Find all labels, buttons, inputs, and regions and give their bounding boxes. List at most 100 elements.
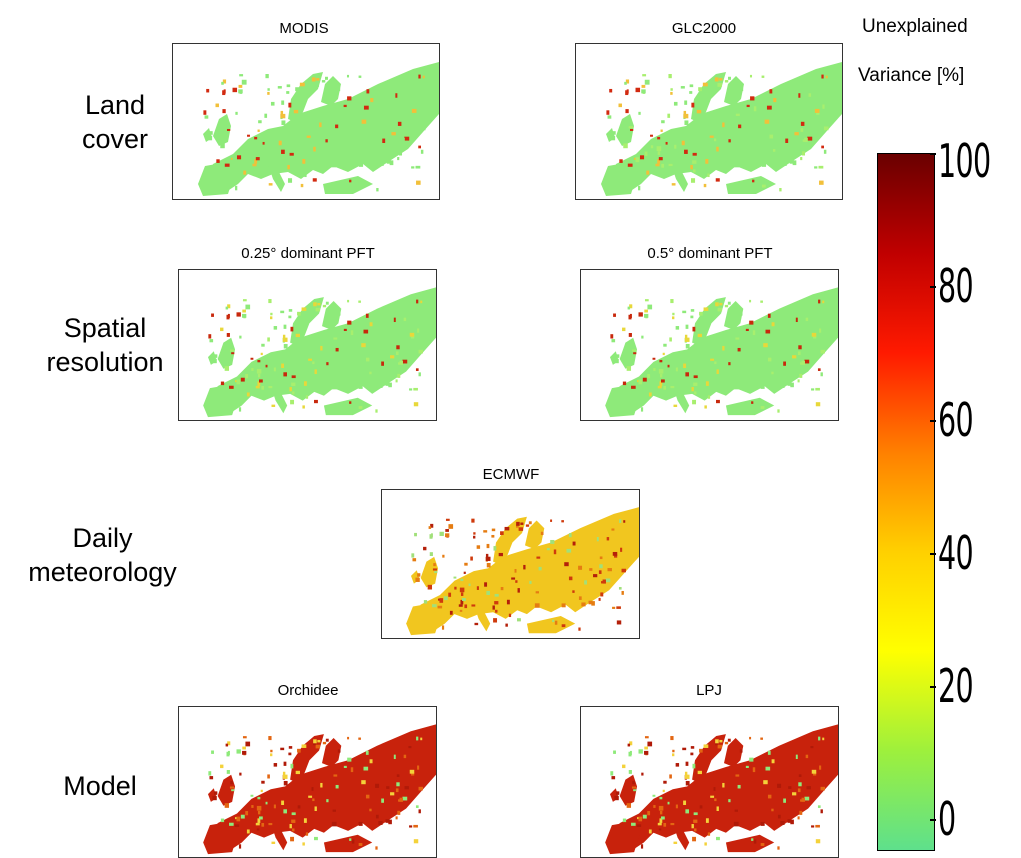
grid-cell bbox=[795, 754, 798, 760]
grid-cell bbox=[395, 816, 398, 820]
grid-cell bbox=[349, 179, 352, 183]
grid-cell bbox=[402, 796, 408, 801]
grid-cell bbox=[734, 162, 740, 168]
grid-cell bbox=[358, 821, 363, 826]
grid-cell bbox=[230, 344, 233, 348]
grid-cell bbox=[683, 110, 687, 116]
grid-cell bbox=[491, 534, 495, 538]
grid-cell bbox=[242, 746, 246, 750]
grid-cell bbox=[589, 568, 593, 571]
grid-cell bbox=[271, 144, 274, 149]
grid-cell bbox=[493, 618, 498, 623]
grid-cell bbox=[313, 146, 316, 152]
grid-cell bbox=[505, 623, 508, 627]
grid-cell bbox=[297, 368, 301, 372]
grid-cell bbox=[257, 818, 261, 823]
grid-cell bbox=[420, 300, 423, 304]
grid-cell bbox=[358, 75, 362, 78]
grid-cell bbox=[777, 783, 782, 788]
europe-map-shape bbox=[605, 724, 838, 855]
grid-cell bbox=[568, 576, 573, 581]
grid-cell bbox=[787, 382, 792, 386]
grid-cell bbox=[588, 600, 593, 605]
grid-cell bbox=[317, 302, 321, 306]
grid-cell bbox=[283, 780, 288, 786]
grid-cell bbox=[568, 533, 572, 538]
grid-cell bbox=[288, 309, 293, 312]
grid-cell bbox=[692, 160, 697, 164]
grid-cell bbox=[337, 312, 341, 316]
land-region bbox=[323, 834, 373, 853]
grid-cell bbox=[423, 600, 428, 604]
grid-cell bbox=[234, 824, 240, 828]
grid-cell bbox=[413, 824, 418, 828]
grid-cell bbox=[288, 752, 292, 756]
grid-cell bbox=[295, 333, 300, 338]
grid-cell bbox=[734, 809, 738, 812]
grid-cell bbox=[391, 132, 396, 136]
grid-cell bbox=[257, 373, 261, 378]
grid-cell bbox=[411, 553, 415, 558]
grid-cell bbox=[685, 343, 690, 349]
grid-cell bbox=[640, 844, 644, 849]
grid-cell bbox=[395, 379, 398, 383]
grid-cell bbox=[378, 383, 383, 388]
grid-cell bbox=[622, 818, 627, 823]
land-region bbox=[725, 397, 775, 416]
grid-cell bbox=[449, 610, 453, 615]
map-ecmwf bbox=[381, 489, 640, 639]
row-label-spatial-resolution: Spatial resolution bbox=[35, 311, 175, 379]
grid-cell bbox=[520, 522, 524, 525]
grid-cell bbox=[821, 145, 824, 149]
grid-cell bbox=[627, 163, 633, 167]
grid-cell bbox=[207, 135, 213, 141]
land-region bbox=[605, 821, 641, 855]
grid-cell bbox=[214, 354, 218, 358]
grid-cell bbox=[395, 788, 399, 793]
grid-cell bbox=[738, 124, 742, 129]
land-region bbox=[270, 823, 288, 851]
grid-cell bbox=[290, 763, 294, 769]
grid-cell bbox=[437, 605, 443, 609]
grid-cell bbox=[332, 113, 337, 116]
grid-cell bbox=[260, 352, 263, 356]
grid-cell bbox=[805, 754, 809, 759]
grid-cell bbox=[819, 765, 822, 770]
grid-cell bbox=[769, 89, 773, 94]
grid-cell bbox=[765, 329, 771, 334]
grid-cell bbox=[800, 157, 803, 161]
grid-cell bbox=[715, 739, 719, 744]
grid-cell bbox=[251, 368, 254, 371]
grid-cell bbox=[282, 337, 288, 342]
grid-cell bbox=[239, 74, 244, 77]
grid-cell bbox=[493, 546, 497, 551]
grid-cell bbox=[417, 573, 421, 577]
grid-cell bbox=[239, 772, 242, 776]
grid-cell bbox=[694, 828, 697, 832]
grid-cell bbox=[397, 121, 402, 126]
grid-cell bbox=[685, 372, 689, 377]
grid-cell bbox=[322, 741, 327, 745]
grid-cell bbox=[427, 584, 433, 590]
row-label-line: meteorology bbox=[28, 557, 177, 587]
grid-cell bbox=[281, 120, 286, 126]
grid-cell bbox=[399, 360, 403, 365]
grid-cell bbox=[420, 126, 426, 131]
grid-cell bbox=[811, 388, 815, 391]
grid-cell bbox=[386, 349, 390, 352]
grid-cell bbox=[361, 119, 367, 124]
grid-cell bbox=[375, 346, 380, 351]
grid-cell bbox=[291, 819, 296, 823]
grid-cell bbox=[418, 786, 423, 791]
grid-cell bbox=[325, 139, 328, 143]
grid-cell bbox=[766, 105, 772, 110]
grid-cell bbox=[800, 799, 803, 802]
grid-cell bbox=[675, 367, 678, 372]
land-region bbox=[724, 76, 744, 106]
grid-cell bbox=[536, 556, 541, 559]
grid-cell bbox=[365, 750, 369, 755]
grid-cell bbox=[492, 605, 495, 610]
grid-cell bbox=[361, 780, 366, 785]
grid-cell bbox=[238, 844, 242, 849]
grid-cell bbox=[358, 184, 363, 188]
